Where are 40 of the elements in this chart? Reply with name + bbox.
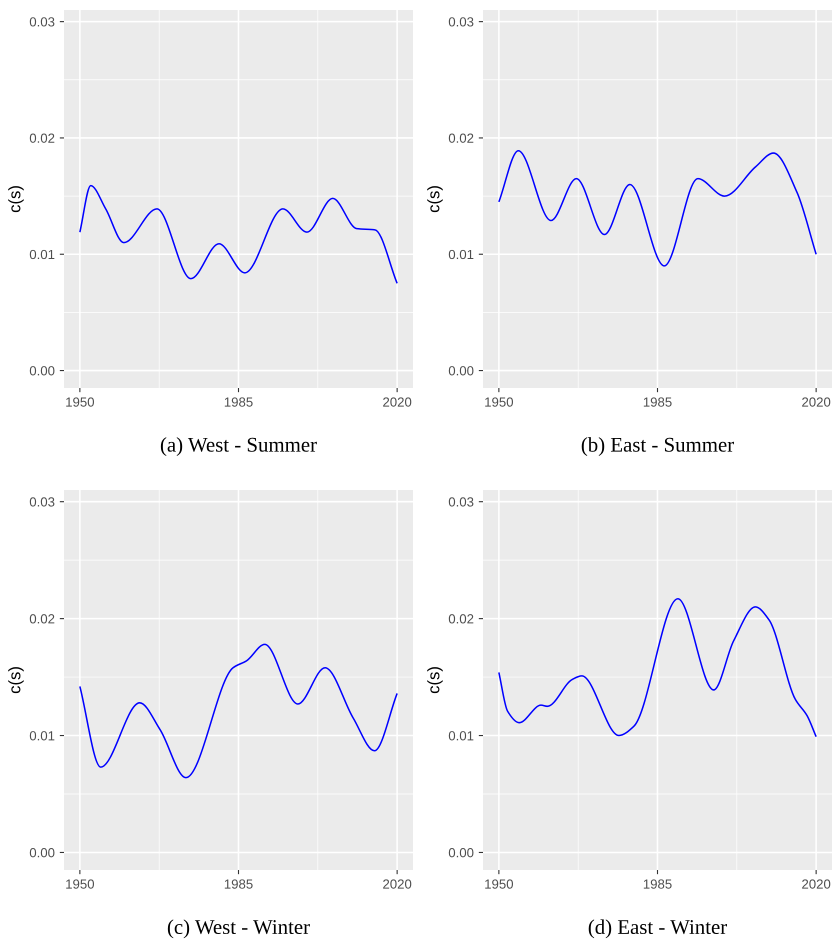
x-tick-label: 1950 xyxy=(66,397,94,407)
x-tick-label: 2020 xyxy=(802,397,830,407)
text: (c) West - Winter xyxy=(168,919,310,938)
y-axis-title: c(s) xyxy=(427,667,443,694)
y-tick-label: 0.02 xyxy=(30,614,54,624)
y-tick-label: 0.01 xyxy=(448,250,474,260)
x-tick-label: 1950 xyxy=(485,397,514,407)
line-series xyxy=(79,644,398,778)
y-tick-label: 0.02 xyxy=(448,614,474,624)
line-series xyxy=(79,184,398,284)
y-axis-title: c(s) xyxy=(8,667,24,694)
y-tick-label: 0.01 xyxy=(30,731,54,740)
line-series xyxy=(498,150,817,267)
x-tick-label: 2020 xyxy=(383,397,412,407)
y-tick-label: 0.01 xyxy=(448,731,474,740)
y-tick-label: 0.00 xyxy=(30,848,54,858)
x-tick-label: 1950 xyxy=(485,879,514,889)
y-tick-label: 0.03 xyxy=(30,17,54,27)
text: (b) East - Summer xyxy=(582,437,734,456)
x-tick-label: 1985 xyxy=(224,397,253,407)
text: (d) East - Winter xyxy=(588,919,727,938)
x-tick-label: 1985 xyxy=(644,397,672,407)
text: (a) West - Summer xyxy=(160,437,317,456)
x-tick-label: 2020 xyxy=(383,879,412,889)
x-tick-label: 2020 xyxy=(802,879,830,889)
y-tick-label: 0.03 xyxy=(448,497,474,507)
y-tick-label: 0.00 xyxy=(448,366,474,376)
y-tick-label: 0.02 xyxy=(30,134,54,143)
y-tick-label: 0.00 xyxy=(448,848,474,858)
y-tick-label: 0.02 xyxy=(448,134,474,143)
y-tick-label: 0.01 xyxy=(30,250,54,260)
y-axis-title: c(s) xyxy=(427,186,443,212)
x-tick-label: 1985 xyxy=(224,879,253,889)
y-tick-label: 0.00 xyxy=(30,366,54,376)
y-axis-title: c(s) xyxy=(8,186,24,212)
line-series xyxy=(498,598,817,738)
y-tick-label: 0.03 xyxy=(448,17,474,27)
x-tick-label: 1985 xyxy=(644,879,672,889)
x-tick-label: 1950 xyxy=(66,879,94,889)
y-tick-label: 0.03 xyxy=(30,497,54,507)
